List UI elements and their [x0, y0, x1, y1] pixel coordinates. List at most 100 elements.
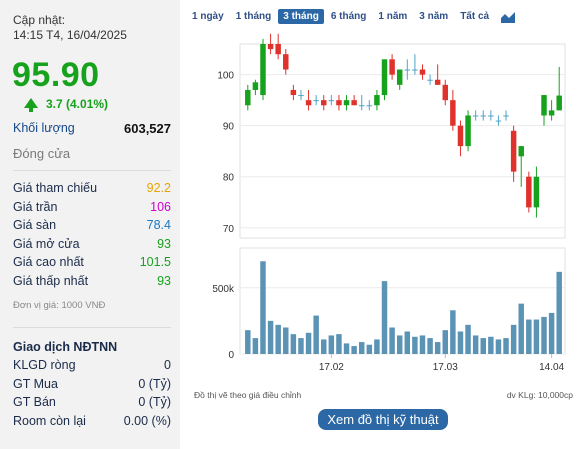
candle — [351, 100, 357, 106]
candle — [510, 130, 517, 172]
tab-3-tháng[interactable]: 3 tháng — [278, 9, 324, 24]
volume-bar — [358, 342, 365, 354]
candle — [358, 105, 365, 107]
volume-bar — [556, 271, 562, 354]
candle — [450, 100, 456, 126]
tab-3-năm[interactable]: 3 năm — [419, 11, 449, 22]
stat-value: 93 — [157, 236, 171, 251]
volume-bar — [351, 346, 357, 354]
stat-label: Giá trần — [13, 199, 58, 214]
volume-bar — [404, 331, 411, 354]
x-tick-label: 14.04 — [539, 362, 564, 373]
foreign-label: GT Bán — [13, 395, 56, 409]
tab-Tất-cả[interactable]: Tất cả — [460, 11, 490, 22]
candle — [252, 82, 259, 90]
candle — [260, 44, 266, 96]
volume-bar — [510, 324, 517, 354]
foreign-value: 0 (Tỷ) — [138, 395, 171, 409]
foreign-value: 0 — [164, 358, 171, 372]
candle — [336, 100, 342, 106]
volume-bar — [313, 315, 319, 354]
volume-bar — [434, 342, 441, 354]
volume-row: Khối lượng 603,527 — [13, 121, 171, 136]
volume-bar — [465, 324, 471, 354]
volume-bar — [305, 332, 312, 354]
stat-label: Giá mở cửa — [13, 236, 80, 251]
volume-bar — [518, 303, 524, 354]
x-tick-label: 17.03 — [433, 362, 458, 373]
candle — [298, 95, 304, 97]
volume-bar — [419, 335, 426, 354]
volume-bar — [526, 319, 532, 354]
volume-bar — [374, 339, 380, 354]
chart-note: Đồ thị vẽ theo giá điều chỉnh — [194, 390, 302, 400]
stat-value: 93 — [157, 274, 171, 288]
foreign-trade-title: Giao dịch NĐTNN — [13, 340, 118, 354]
y-tick-label: 100 — [217, 71, 234, 82]
volume-bar — [336, 334, 342, 354]
y-tick-label: 70 — [223, 224, 235, 235]
up-arrow-icon — [24, 98, 38, 112]
candle — [434, 79, 441, 85]
stat-row: Giá mở cửa 93 — [13, 237, 171, 251]
candle — [465, 115, 471, 147]
volume-bar — [427, 338, 433, 354]
candle — [495, 120, 502, 122]
candle — [480, 115, 486, 117]
stat-label: Giá sàn — [13, 218, 57, 233]
candle — [427, 79, 433, 81]
candle — [396, 69, 403, 85]
market-status: Đóng cửa — [13, 146, 71, 161]
stat-value: 106 — [150, 199, 171, 214]
candle — [556, 95, 562, 111]
candle — [412, 69, 418, 71]
stat-label: Giá thấp nhất — [13, 274, 89, 288]
candle — [245, 89, 251, 106]
candle — [313, 100, 319, 102]
volume-bar — [389, 327, 395, 354]
volume-tick-label: 500k — [212, 284, 235, 295]
foreign-row: Room còn lại 0.00 (%) — [13, 414, 171, 428]
volume-bar — [267, 320, 274, 354]
candle — [541, 95, 547, 116]
volume-bar — [366, 344, 373, 354]
price-panel — [239, 43, 566, 239]
line-chart-icon[interactable] — [500, 9, 517, 24]
candle — [472, 115, 479, 117]
candle — [442, 84, 449, 101]
technical-chart-button[interactable]: Xem đồ thị kỹ thuật — [318, 409, 448, 430]
volume-bar — [480, 338, 486, 354]
volume-value: 603,527 — [124, 121, 171, 136]
volume-bar — [457, 331, 464, 354]
volume-bar — [541, 316, 547, 354]
update-time: 14:15 T4, 16/04/2025 — [13, 28, 127, 42]
volume-bar — [343, 343, 350, 354]
tab-1-ngày[interactable]: 1 ngày — [192, 11, 224, 22]
unit-note: Đơn vị giá: 1000 VNĐ — [13, 300, 106, 311]
tab-1-tháng[interactable]: 1 tháng — [235, 11, 272, 22]
foreign-row: GT Bán 0 (Tỷ) — [13, 395, 171, 409]
stat-row: Giá trần 106 — [13, 200, 171, 214]
foreign-label: KLGD ròng — [13, 358, 76, 372]
stat-value: 101.5 — [139, 255, 171, 270]
volume-bar — [245, 330, 251, 354]
candle — [419, 69, 426, 75]
candle — [366, 105, 373, 107]
foreign-label: Room còn lại — [13, 413, 86, 428]
volume-bar — [260, 261, 266, 354]
volume-bar — [275, 324, 281, 354]
candle — [267, 44, 274, 50]
candle — [518, 146, 524, 157]
y-tick-label: 90 — [223, 122, 235, 133]
candle — [275, 44, 281, 55]
foreign-label: GT Mua — [13, 376, 58, 391]
tab-6-tháng[interactable]: 6 tháng — [330, 11, 367, 22]
y-tick-label: 80 — [223, 173, 235, 184]
candle — [526, 176, 532, 208]
tab-1-năm[interactable]: 1 năm — [378, 11, 408, 22]
volume-bar — [321, 339, 327, 354]
stat-label: Giá cao nhất — [13, 255, 84, 270]
volume-bar — [283, 327, 289, 354]
candle — [321, 100, 327, 106]
candle — [503, 115, 509, 117]
